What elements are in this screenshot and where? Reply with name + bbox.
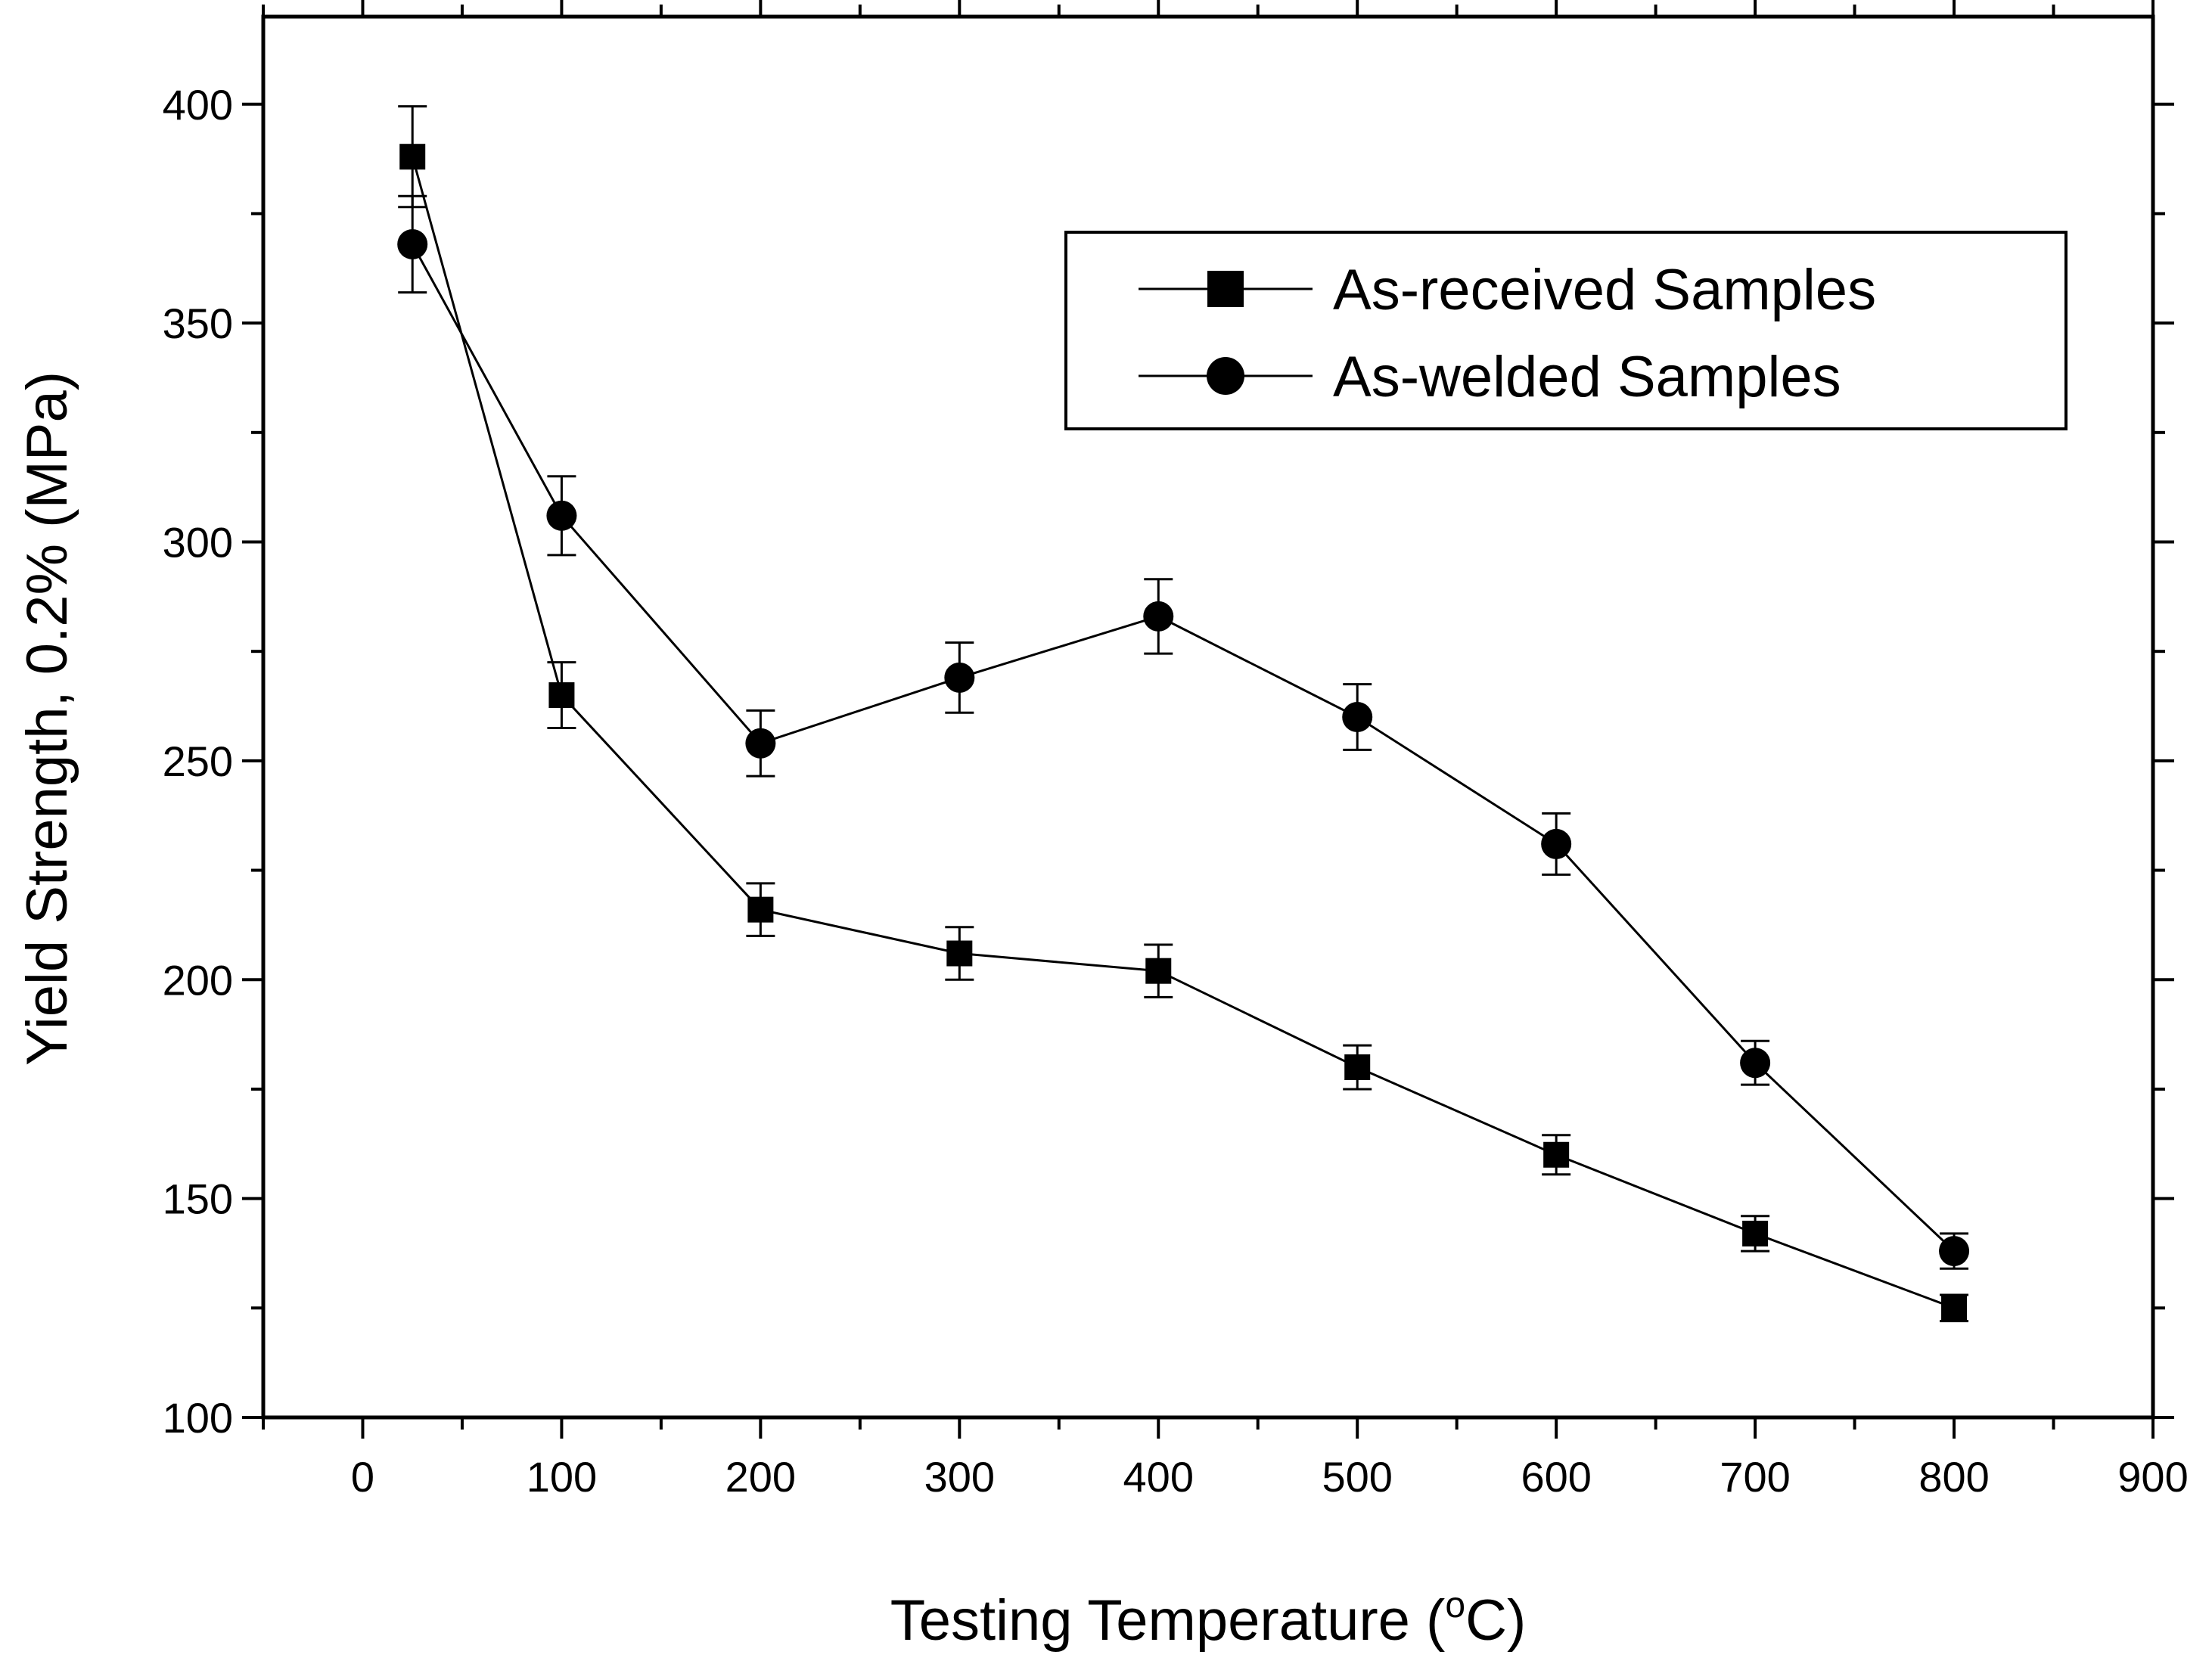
x-tick-label: 200 bbox=[725, 1453, 796, 1501]
data-point-square bbox=[1941, 1295, 1968, 1321]
axis-ticks bbox=[242, 0, 2174, 1439]
x-tick-label: 100 bbox=[527, 1453, 597, 1501]
data-point-circle bbox=[1541, 828, 1572, 859]
y-tick-label: 250 bbox=[163, 737, 233, 785]
series-square bbox=[398, 105, 1969, 1323]
data-point-square bbox=[548, 682, 575, 709]
legend-box bbox=[1064, 231, 2068, 430]
y-axis-title: Yield Strength, 0.2% (MPa) bbox=[15, 371, 79, 1066]
data-point-square bbox=[399, 144, 426, 170]
x-tick-label: 600 bbox=[1521, 1453, 1591, 1501]
legend: As-received Samples As-welded Samples bbox=[1064, 231, 2068, 430]
y-tick-label: 300 bbox=[163, 519, 233, 567]
x-axis-title: Testing Temperature (oC) bbox=[890, 1585, 1527, 1653]
data-point-square bbox=[747, 896, 774, 923]
data-point-circle bbox=[1143, 601, 1174, 632]
data-point-square bbox=[1344, 1054, 1371, 1080]
legend-marker-square bbox=[1207, 271, 1244, 307]
series-circle bbox=[397, 194, 1970, 1270]
series-layer bbox=[397, 105, 1970, 1323]
x-tick-label: 300 bbox=[924, 1453, 995, 1501]
data-point-square bbox=[1742, 1220, 1769, 1246]
x-tick-label: 400 bbox=[1123, 1453, 1194, 1501]
x-tick-label: 900 bbox=[2117, 1453, 2188, 1501]
y-tick-label: 100 bbox=[163, 1394, 233, 1442]
y-tick-label: 150 bbox=[163, 1175, 233, 1223]
legend-label-as-welded: As-welded Samples bbox=[1333, 345, 1841, 409]
legend-label-as-received: As-received Samples bbox=[1333, 258, 1876, 322]
y-tick-label: 200 bbox=[163, 956, 233, 1004]
data-point-square bbox=[1145, 958, 1172, 984]
data-point-circle bbox=[745, 728, 776, 759]
data-point-square bbox=[946, 940, 973, 967]
data-point-circle bbox=[397, 228, 428, 259]
x-tick-label: 700 bbox=[1720, 1453, 1790, 1501]
y-tick-label: 400 bbox=[163, 81, 233, 129]
data-point-circle bbox=[1740, 1048, 1771, 1079]
data-point-square bbox=[1543, 1141, 1570, 1168]
x-tick-label: 0 bbox=[351, 1453, 374, 1501]
y-tick-label: 350 bbox=[163, 300, 233, 347]
x-tick-label: 500 bbox=[1322, 1453, 1392, 1501]
plot-frame bbox=[261, 14, 2155, 1420]
data-point-circle bbox=[546, 500, 577, 531]
legend-marker-circle bbox=[1207, 357, 1244, 395]
data-point-circle bbox=[944, 662, 975, 693]
axis-tick-labels: 0 100 200 300 400 500 600 700 800 900 100 150 200 250… bbox=[163, 81, 2189, 1501]
data-point-circle bbox=[1342, 702, 1373, 732]
data-point-circle bbox=[1939, 1236, 1970, 1267]
x-tick-label: 800 bbox=[1918, 1453, 1989, 1501]
